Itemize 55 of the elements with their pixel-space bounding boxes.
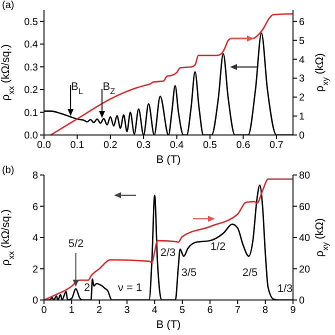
annotation: 2	[84, 282, 90, 294]
x-tick-label: 6	[207, 305, 214, 316]
annotation: 1/2	[210, 240, 226, 253]
x-tick-label: 4	[152, 305, 158, 316]
y2-tick-label: 2	[299, 92, 305, 104]
x-axis-title: B (T)	[156, 319, 181, 331]
y2-tick-label: 4	[299, 54, 305, 66]
y-tick-label: 6	[32, 202, 38, 213]
x-tick-label: 0.4	[170, 140, 184, 152]
x-tick-label: 1	[68, 305, 75, 316]
chart-title: (b)	[2, 165, 14, 177]
y2-tick-label: 1	[299, 112, 305, 123]
x-tick-label: 0.1	[70, 140, 85, 152]
y2-tick-label: 60	[299, 202, 311, 213]
x-tick-label: 0.6	[236, 140, 251, 152]
y-tick-label: 8	[32, 170, 38, 182]
x-tick-label: 2	[96, 305, 103, 316]
y-tick-label: 0.5	[24, 16, 38, 28]
x-tick-label: 9	[290, 305, 296, 316]
annotation: 2/3	[160, 246, 176, 259]
annotation: B$_{L}$	[71, 80, 84, 96]
x-tick-label: 0.5	[203, 140, 218, 152]
annotation: 2/5	[242, 266, 258, 279]
y-tick-label: 4	[32, 233, 38, 244]
chart-title: (a)	[2, 0, 14, 12]
line-series	[50, 13, 293, 135]
x-tick-label: 5	[180, 305, 186, 316]
x-tick-label: 0.3	[136, 140, 151, 152]
y-tick-label: 0	[32, 296, 38, 307]
y-tick-label: 0.0	[24, 130, 38, 142]
y-tick-label: 0.1	[24, 108, 38, 119]
y-tick-label: 2	[32, 264, 38, 276]
annotation: B$_{Z}$	[102, 80, 116, 96]
x-tick-label: 0	[41, 305, 48, 316]
y2-tick-label: 0	[299, 296, 305, 307]
x-tick-label: 3	[124, 305, 130, 316]
y-tick-label: 0.2	[24, 85, 38, 96]
annotation: 1/3	[277, 282, 293, 295]
y2-tick-label: 40	[299, 233, 311, 244]
y2-tick-label: 80	[299, 170, 311, 182]
y-tick-label: 0.4	[24, 40, 38, 51]
x-axis-title: B (T)	[156, 154, 181, 166]
x-tick-label: 0.7	[269, 140, 284, 152]
y2-tick-label: 0	[299, 130, 305, 142]
x-tick-label: 0.2	[103, 140, 118, 152]
x-tick-label: 7	[234, 305, 241, 316]
annotation: ν = 1	[118, 282, 142, 294]
x-tick-label: 8	[262, 305, 269, 316]
y2-tick-label: 3	[299, 74, 305, 85]
y2-tick-label: 6	[299, 16, 305, 28]
annotation: 3/5	[181, 266, 197, 279]
y2-tick-label: 5	[299, 36, 305, 47]
y2-tick-label: 20	[299, 264, 311, 276]
annotation: 5/2	[68, 238, 84, 250]
y-tick-label: 0.3	[24, 62, 38, 74]
